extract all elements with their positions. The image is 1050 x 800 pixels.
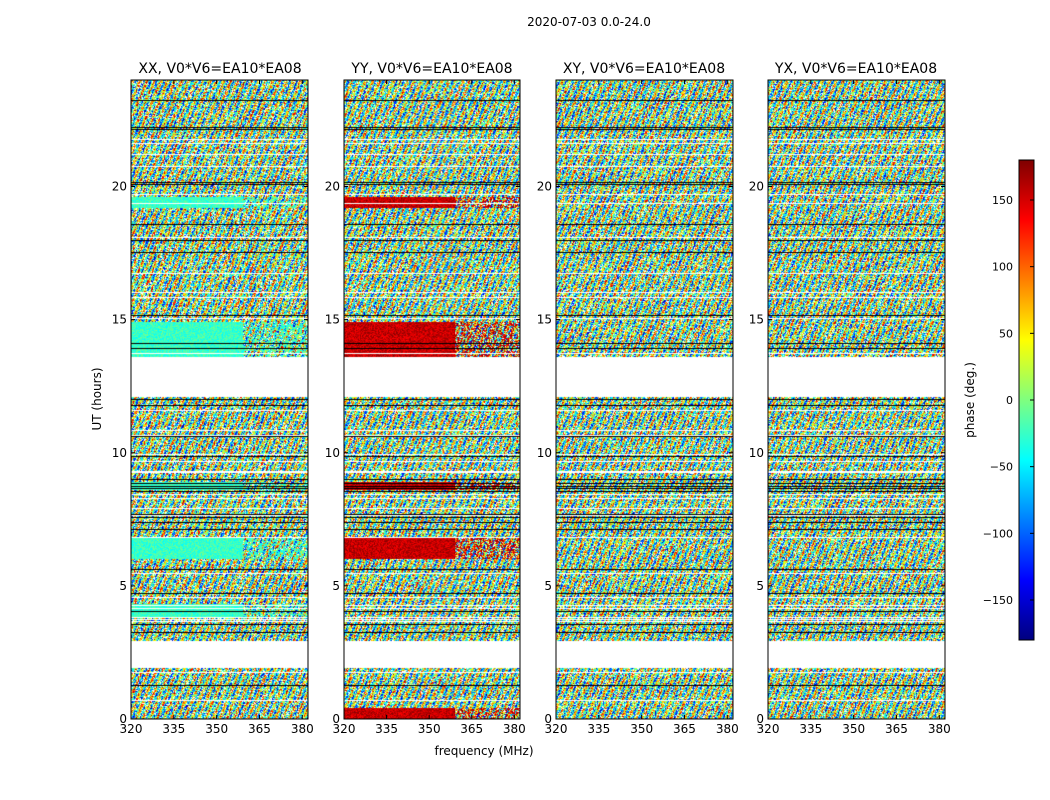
y-tick-label: 5 [544,579,552,593]
figure-suptitle: 2020-07-03 0.0-24.0 [527,15,651,29]
x-tick-label: 380 [716,722,739,736]
panel-yy: YY, V0*V6=EA10*EA08 320 335 350 365 380 0 5 10… [325,61,526,736]
colorbar-tick-label: 50 [999,327,1013,340]
panel-yx: YX, V0*V6=EA10*EA08 320 335 350 365 380 0 5 10… [749,61,951,736]
heatmap-xy [556,80,733,719]
y-tick-label: 20 [325,180,340,194]
x-tick-label: 320 [120,722,143,736]
x-tick-label: 350 [205,722,228,736]
heatmap-yy [344,80,520,719]
x-tick-label: 380 [291,722,314,736]
y-tick-label: 10 [325,446,340,460]
y-tick-label: 10 [112,446,127,460]
x-tick-label: 350 [842,722,865,736]
y-tick-label: 20 [112,180,127,194]
x-axis-label: frequency (MHz) [434,744,533,758]
y-tick-label: 5 [756,579,764,593]
colorbar: −150 −100 −50 0 50 100 150 phase (deg.) [963,159,1035,641]
x-tick-label: 335 [375,722,398,736]
panel-xx: XX, V0*V6=EA10*EA08 320 335 350 365 380 0 5 10… [112,61,314,736]
y-tick-label: 15 [749,313,764,327]
y-ticks-yx: 0 5 10 15 20 [749,180,945,726]
x-ticks-xy: 320 335 350 365 380 [545,80,739,736]
y-tick-label: 0 [756,712,764,726]
plot-frame-yx [767,79,946,720]
colorbar-tick-label: 150 [992,194,1013,207]
x-ticks-yx: 320 335 350 365 380 [757,80,951,736]
heatmap-yx [768,80,945,719]
y-tick-label: 20 [749,180,764,194]
x-tick-label: 365 [248,722,271,736]
y-tick-label: 15 [537,313,552,327]
y-tick-label: 5 [119,579,127,593]
plot-frame-xy [555,79,734,720]
y-ticks-yy: 0 5 10 15 20 [325,180,520,726]
y-tick-label: 0 [544,712,552,726]
y-ticks-xy: 0 5 10 15 20 [537,180,733,726]
panel-xy: XY, V0*V6=EA10*EA08 320 335 350 365 380 0 5 10… [537,61,739,736]
x-tick-label: 365 [673,722,696,736]
x-tick-label: 380 [503,722,526,736]
panel-title-xx: XX, V0*V6=EA10*EA08 [138,61,301,77]
x-tick-label: 365 [885,722,908,736]
y-tick-label: 0 [119,712,127,726]
colorbar-tick-label: −150 [983,594,1013,607]
panel-title-xy: XY, V0*V6=EA10*EA08 [563,61,725,77]
x-tick-label: 350 [418,722,441,736]
y-axis-label: UT (hours) [90,367,104,430]
plot-frame-yy [343,79,521,720]
colorbar-ticks: −150 −100 −50 0 50 100 150 [983,194,1034,607]
x-tick-label: 320 [545,722,568,736]
heatmap-xx [131,80,308,719]
x-tick-label: 335 [799,722,822,736]
y-ticks-xx: 0 5 10 15 20 [112,180,308,726]
y-tick-label: 15 [325,313,340,327]
y-tick-label: 0 [332,712,340,726]
colorbar-tick-label: 0 [1006,394,1013,407]
panel-title-yx: YX, V0*V6=EA10*EA08 [774,61,937,77]
y-tick-label: 10 [537,446,552,460]
colorbar-tick-label: −100 [983,527,1013,540]
panel-title-yy: YY, V0*V6=EA10*EA08 [350,61,512,77]
colorbar-tick-label: −50 [990,461,1013,474]
y-tick-label: 10 [749,446,764,460]
x-tick-label: 365 [460,722,483,736]
y-tick-label: 15 [112,313,127,327]
x-tick-label: 335 [162,722,185,736]
colorbar-tick-label: 100 [992,261,1013,274]
x-tick-label: 335 [587,722,610,736]
y-tick-label: 20 [537,180,552,194]
plot-frame-xx [130,79,309,720]
y-tick-label: 5 [332,579,340,593]
x-tick-label: 320 [757,722,780,736]
colorbar-label: phase (deg.) [963,362,977,438]
x-ticks-xx: 320 335 350 365 380 [120,80,314,736]
x-tick-label: 320 [333,722,356,736]
x-ticks-yy: 320 335 350 365 380 [333,80,526,736]
x-tick-label: 350 [630,722,653,736]
x-tick-label: 380 [928,722,951,736]
